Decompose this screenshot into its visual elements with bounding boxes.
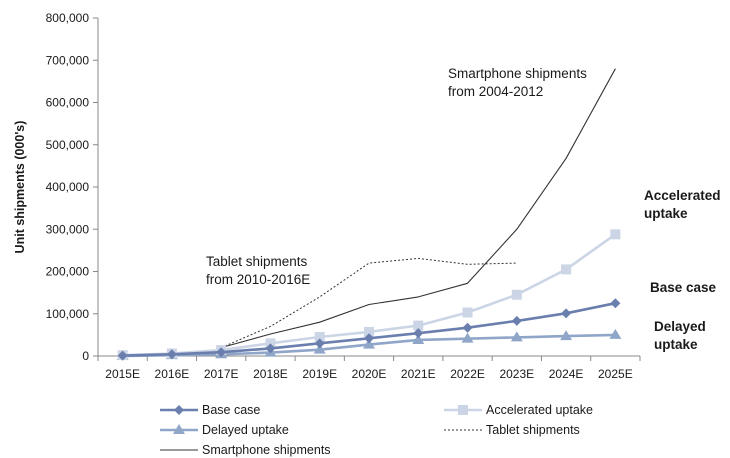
y-tick-label: 300,000 [46, 222, 90, 236]
data-point-base-case [117, 350, 128, 361]
legend-label: Delayed uptake [202, 423, 289, 437]
legend-item-delayed-uptake: Delayed uptake [160, 423, 289, 437]
y-tick-label: 500,000 [46, 138, 90, 152]
data-point-accelerated-uptake [265, 338, 276, 349]
data-point-base-case [216, 347, 227, 358]
annotation-base-case: Base case [650, 280, 717, 295]
data-point-delayed-uptake [560, 330, 573, 341]
data-point-accelerated-uptake [364, 326, 374, 337]
y-axis-label: Unit shipments (000's) [13, 121, 27, 254]
x-tick-label: 2024E [549, 367, 584, 381]
series-tablet-shipments [221, 257, 517, 349]
x-tick-label: 2018E [253, 367, 288, 381]
data-point-accelerated-uptake [511, 289, 522, 300]
legend: Base case Accelerated uptake Delayed uptak… [160, 403, 593, 457]
legend-label: Accelerated uptake [486, 403, 593, 417]
annotation-delayed-line1: Delayed [654, 319, 706, 334]
data-point-delayed-uptake [313, 343, 326, 354]
x-tick-label: 2016E [155, 367, 190, 381]
annotation-tablet-line2: from 2010-2016E [206, 272, 310, 287]
data-point-delayed-uptake [609, 328, 622, 339]
y-tick-label: 600,000 [46, 96, 90, 110]
x-tick-label: 2021E [401, 367, 436, 381]
x-tick-label: 2023E [499, 367, 534, 381]
legend-label: Tablet shipments [486, 423, 580, 437]
data-point-accelerated-uptake [413, 320, 424, 331]
annotation-tablet-line1: Tablet shipments [206, 254, 308, 269]
data-point-delayed-uptake [510, 331, 523, 342]
x-tick-label: 2019E [302, 367, 337, 381]
legend-label: Base case [202, 403, 260, 417]
y-tick-label: 700,000 [46, 53, 90, 67]
annotation-delayed-line2: uptake [654, 337, 698, 352]
series-lines [116, 68, 622, 361]
data-point-delayed-uptake [412, 333, 425, 344]
data-point-accelerated-uptake [561, 264, 572, 275]
data-point-base-case [166, 349, 177, 360]
x-tick-label: 2022E [450, 367, 485, 381]
data-point-accelerated-uptake [314, 331, 325, 342]
legend-item-accelerated-uptake: Accelerated uptake [444, 403, 593, 417]
data-point-base-case [364, 333, 374, 344]
data-point-base-case [561, 308, 572, 319]
annotation-accelerated-line1: Accelerated [644, 188, 721, 203]
series-smartphone-shipments [221, 68, 616, 349]
y-tick-label: 200,000 [46, 265, 90, 279]
legend-marker [174, 405, 184, 415]
data-point-base-case [413, 328, 424, 339]
axes: 0 100,000 200,000 300,000 400,000 500,000 600,… [13, 11, 641, 381]
y-tick-label: 800,000 [46, 11, 90, 25]
legend-marker [458, 405, 468, 415]
legend-marker [173, 424, 185, 434]
data-point-base-case [265, 343, 276, 354]
data-point-base-case [314, 338, 325, 349]
series-base-case [117, 298, 621, 361]
series-line-tablet-shipments [221, 257, 517, 349]
legend-item-tablet-shipments: Tablet shipments [444, 423, 580, 437]
data-point-base-case [610, 298, 621, 309]
annotation-smartphone-line2: from 2004-2012 [448, 84, 543, 99]
x-tick-label: 2017E [204, 367, 239, 381]
annotation-smartphone-line1: Smartphone shipments [448, 66, 587, 81]
x-tick-label: 2015E [105, 367, 140, 381]
data-point-base-case [511, 315, 522, 326]
data-point-delayed-uptake [363, 338, 375, 349]
y-tick-label: 0 [82, 349, 89, 363]
y-tick-label: 400,000 [46, 180, 90, 194]
legend-item-smartphone-shipments: Smartphone shipments [160, 443, 331, 457]
annotations: Smartphone shipments from 2004-2012 Tabl… [206, 66, 721, 352]
data-point-accelerated-uptake [462, 307, 473, 318]
data-point-accelerated-uptake [610, 229, 621, 240]
x-tick-label: 2020E [352, 367, 387, 381]
x-tick-label: 2025E [598, 367, 633, 381]
y-tick-label: 100,000 [46, 307, 90, 321]
data-point-base-case [462, 322, 473, 333]
legend-label: Smartphone shipments [202, 443, 331, 457]
annotation-accelerated-line2: uptake [644, 206, 688, 221]
data-point-delayed-uptake [461, 332, 474, 343]
series-line-smartphone-shipments [221, 68, 616, 349]
legend-item-base-case: Base case [160, 403, 260, 417]
